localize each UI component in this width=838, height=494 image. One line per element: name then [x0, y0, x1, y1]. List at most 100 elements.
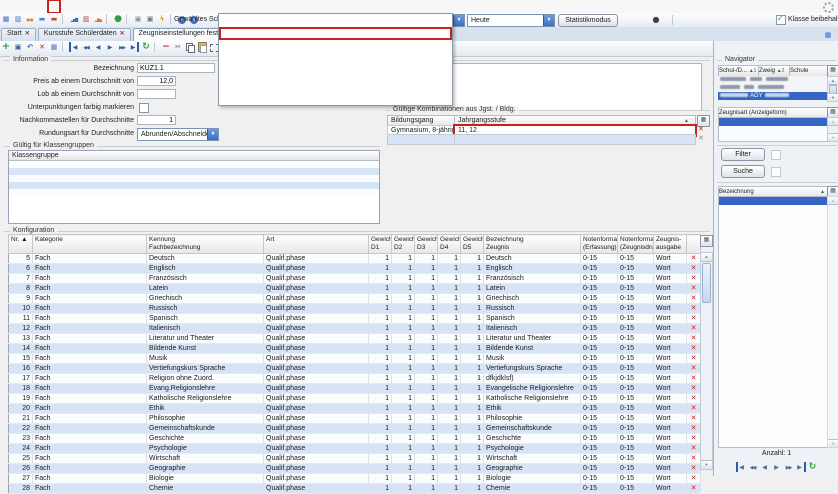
table-row[interactable]: 11 Fach Spanisch Qualif.phase 1 1 1 1 1 …: [9, 314, 701, 324]
nachkomma-input[interactable]: [137, 115, 176, 125]
cut-icon[interactable]: [173, 42, 183, 52]
date-combo[interactable]: Heute▼: [467, 14, 555, 27]
nav-fastback-icon[interactable]: [748, 462, 758, 472]
delete-row-icon[interactable]: ✕: [691, 404, 697, 412]
new-record-icon[interactable]: [1, 42, 11, 52]
menu-item[interactable]: [219, 14, 452, 27]
scroll-up-icon[interactable]: ▲: [828, 197, 838, 205]
menu-item[interactable]: [219, 27, 452, 40]
chevron-down-icon[interactable]: ▼: [207, 129, 218, 140]
table-row[interactable]: 14 Fach Bildende Kunst Qualif.phase 1 1 …: [9, 344, 701, 354]
schools-scrollbar[interactable]: ▲ ▼: [827, 76, 838, 102]
zeugnisart-scrollbar[interactable]: ▲ ▼: [827, 117, 838, 142]
col-header-gewicht-d1[interactable]: Gewicht D1: [369, 235, 392, 254]
delete-row-icon[interactable]: ✕: [691, 384, 697, 392]
messages-icon[interactable]: [49, 14, 59, 24]
scroll-down-icon[interactable]: ▼: [701, 460, 712, 469]
table-row[interactable]: 18 Fach Evang.Religionslehre Qualif.phas…: [9, 384, 701, 394]
table-row[interactable]: 20 Fach Ethik Qualif.phase 1 1 1 1 1 Eth…: [9, 404, 701, 414]
copy-window-icon[interactable]: [133, 14, 143, 24]
klasse-beibehalten-checkbox[interactable]: [776, 15, 786, 25]
col-header-gewicht-d3[interactable]: Gewicht D3: [415, 235, 438, 254]
table-row[interactable]: 9 Fach Griechisch Qualif.phase 1 1 1 1 1…: [9, 294, 701, 304]
table-row[interactable]: 13 Fach Literatur und Theater Qualif.pha…: [9, 334, 701, 344]
flash-icon[interactable]: [157, 14, 167, 24]
nav-first-icon[interactable]: [69, 42, 79, 52]
delete-row-icon[interactable]: ✕: [691, 254, 697, 262]
col-header-art[interactable]: Art: [264, 235, 369, 254]
notification-icon[interactable]: [651, 15, 661, 25]
col-header-notenformat-zeugnisdruck[interactable]: Notenformat (Zeugnisdruck): [618, 235, 654, 254]
tab[interactable]: Kursstufe Schülerdaten✕: [38, 28, 131, 42]
col-header-nr[interactable]: Nr. ▲: [9, 235, 33, 254]
menu-item[interactable]: [219, 66, 452, 79]
menu-item[interactable]: [12, 0, 24, 13]
nav-first-icon[interactable]: [736, 462, 746, 472]
list-item[interactable]: [9, 189, 379, 196]
delete-row-icon[interactable]: ✕: [691, 284, 697, 292]
list-item[interactable]: [9, 182, 379, 189]
menu-item[interactable]: [36, 0, 48, 13]
list-item[interactable]: [9, 168, 379, 175]
chevron-down-icon[interactable]: ▼: [543, 15, 554, 26]
col-header-gewicht-d5[interactable]: Gewicht D5: [461, 235, 484, 254]
delete-row-icon[interactable]: ✕: [691, 294, 697, 302]
nav-forward-icon[interactable]: [105, 42, 115, 52]
table-row[interactable]: 22 Fach Gemeinschaftskunde Qualif.phase …: [9, 424, 701, 434]
table-row[interactable]: 23 Fach Geschichte Qualif.phase 1 1 1 1 …: [9, 434, 701, 444]
preis-input[interactable]: [137, 76, 176, 86]
konfiguration-scrollbar[interactable]: ▲ ▼: [700, 252, 713, 470]
kombination-empty-cell[interactable]: [454, 134, 696, 145]
delete-row-icon[interactable]: ✕: [691, 314, 697, 322]
refresh-icon[interactable]: [808, 462, 818, 472]
window-switch-icon[interactable]: [145, 14, 155, 24]
table-row[interactable]: 12 Fach Italienisch Qualif.phase 1 1 1 1…: [9, 324, 701, 334]
tab-close-icon[interactable]: ✕: [120, 31, 125, 37]
menu-item[interactable]: [219, 40, 452, 53]
delete-row-icon[interactable]: ✕: [691, 444, 697, 452]
col-header-notenformat-erfassung[interactable]: Notenformat (Erfassung): [581, 235, 618, 254]
klassengruppen-column-header[interactable]: Klassengruppe: [9, 151, 379, 161]
delete-row-icon[interactable]: ✕: [691, 364, 697, 372]
statistikmodus-button[interactable]: Statistikmodus: [558, 14, 618, 27]
delete-row-icon[interactable]: ✕: [691, 354, 697, 362]
list-item[interactable]: [719, 118, 828, 126]
nav-back-icon[interactable]: [93, 42, 103, 52]
delete-row-icon[interactable]: ✕: [691, 264, 697, 272]
export-grid-icon[interactable]: [49, 42, 59, 52]
table-row[interactable]: 17 Fach Religion ohne Zuord. Qualif.phas…: [9, 374, 701, 384]
col-header-bezeichnung-zeugnis[interactable]: Bezeichnung Zeugnis: [484, 235, 581, 254]
menu-item[interactable]: [219, 92, 452, 105]
chevron-down-icon[interactable]: ▼: [453, 15, 464, 26]
delete-row-icon[interactable]: ✕: [691, 304, 697, 312]
delete-row-icon[interactable]: ✕: [691, 324, 697, 332]
scroll-down-icon[interactable]: ▼: [828, 93, 838, 101]
delete-row-icon[interactable]: ✕: [691, 394, 697, 402]
scroll-down-icon[interactable]: ▼: [828, 439, 838, 447]
table-row[interactable]: 7 Fach Französisch Qualif.phase 1 1 1 1 …: [9, 274, 701, 284]
table-row[interactable]: 16 Fach Vertiefungskurs Sprache Qualif.p…: [9, 364, 701, 374]
scroll-up-icon[interactable]: ▲: [701, 253, 712, 262]
col-header-kennung[interactable]: Kennung Fachbezeichnung: [147, 235, 264, 254]
statistics-icon[interactable]: [69, 14, 79, 24]
menu-item[interactable]: [60, 0, 72, 13]
table-row[interactable]: 8 Fach Latein Qualif.phase 1 1 1 1 1 Lat…: [9, 284, 701, 294]
menu-item[interactable]: [0, 0, 12, 13]
column-chooser-button[interactable]: [700, 235, 713, 247]
copy-icon[interactable]: [185, 42, 195, 52]
tab-list-icon[interactable]: [823, 30, 833, 40]
table-row[interactable]: 15 Fach Musik Qualif.phase 1 1 1 1 1 Mus…: [9, 354, 701, 364]
delete-row-icon[interactable]: ✕: [691, 344, 697, 352]
list-item[interactable]: [719, 197, 828, 205]
bezeichnung-input[interactable]: [137, 63, 215, 73]
delete-row-icon[interactable]: ✕: [691, 474, 697, 482]
table-row[interactable]: 21 Fach Philosophie Qualif.phase 1 1 1 1…: [9, 414, 701, 424]
chart-icon[interactable]: [93, 14, 103, 24]
undo-icon[interactable]: [25, 42, 35, 52]
students-icon[interactable]: [25, 14, 35, 24]
refresh-icon[interactable]: [141, 42, 151, 52]
table-row[interactable]: 25 Fach Wirtschaft Qualif.phase 1 1 1 1 …: [9, 454, 701, 464]
suche-button[interactable]: Suche: [721, 165, 765, 178]
delete-row-icon[interactable]: ✕: [691, 454, 697, 462]
col-header-kategorie[interactable]: Kategorie: [33, 235, 147, 254]
